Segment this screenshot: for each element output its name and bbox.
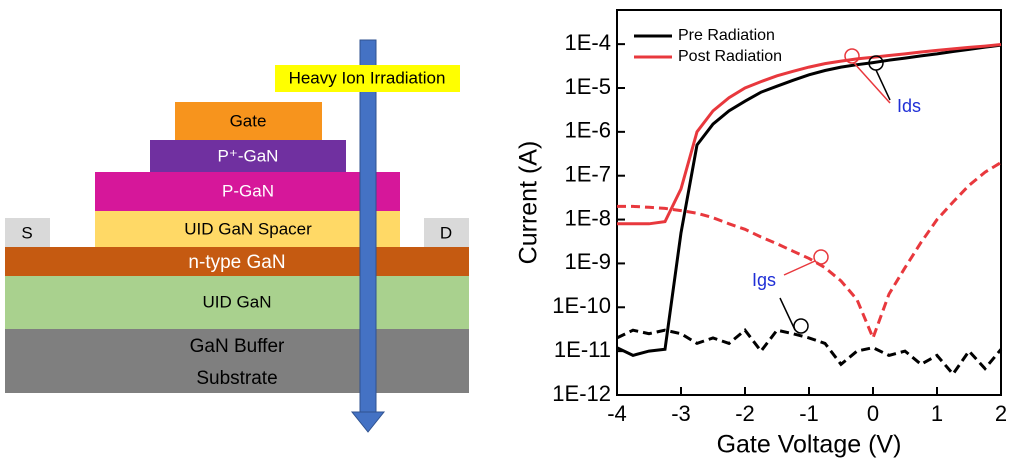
x-tick-label: 0 [867,401,879,426]
buffer-layer [5,329,469,393]
annotation: Igs [752,270,776,290]
y-tick-label: 1E-11 [554,337,611,362]
marker-circle [813,249,829,265]
series-line [617,43,1002,226]
y-tick-label: 1E-9 [565,249,611,274]
n-gan-layer [5,247,469,276]
x-tick-label: -3 [671,401,691,426]
y-tick-label: 1E-10 [552,293,611,318]
drain-label: D [440,223,452,242]
arrow [875,69,891,101]
layer-label: GaN Buffer [190,336,285,357]
series-line [616,43,1002,357]
p-plus-layer [150,140,346,172]
chart: 1E-12 1E-11 1E-10 1E-9 1E-8 1E-7 1E-6 1E-5 1E-4 -… [515,9,1007,459]
x-tick-label: 2 [995,401,1007,426]
x-axis-label: Gate Voltage (V) [717,431,902,459]
spacer-layer [95,211,400,247]
layer-label: Gate [230,111,267,130]
x-tick-label: -4 [607,401,627,426]
x-tick-label: -2 [735,401,755,426]
layer-label: Substrate [196,368,277,389]
p-gan-layer [95,172,400,211]
arrow [853,62,891,104]
y-tick-label: 1E-12 [552,381,611,406]
device-diagram: Gate P⁺-GaN P-GaN UID GaN Spacer n-type … [5,39,469,433]
y-tick-label: 1E-6 [565,118,611,143]
layer-label: P-GaN [222,181,274,200]
layer-label: n-type GaN [188,252,285,273]
arrow [783,260,816,276]
x-tick-label: -1 [799,401,819,426]
y-tick-label: 1E-8 [565,205,611,230]
uid-gan-layer [5,276,469,329]
layer-label: UID GaN Spacer [184,219,312,238]
y-tick-label: 1E-4 [565,30,611,55]
layer-label: UID GaN [203,292,272,311]
irradiation-label: Heavy Ion Irradiation [289,68,446,87]
series-line [616,328,1003,377]
arrow [779,297,796,331]
y-axis-label: Current (A) [515,141,543,265]
irradiation-box [275,65,460,92]
legend-label: Pre Radiation [678,27,775,44]
ion-arrow-head [350,411,386,433]
series-line [617,161,1002,343]
ion-arrow [359,39,377,413]
y-tick-label: 1E-7 [565,162,611,187]
marker-circle [793,318,809,334]
drain [424,218,469,247]
gate-layer [175,102,322,140]
y-tick-label: 1E-5 [565,74,611,99]
marker-circle [844,48,860,64]
source-label: S [21,223,32,242]
layer-label: P⁺-GaN [218,146,279,165]
annotation: Ids [897,96,921,116]
x-tick-label: 1 [931,401,943,426]
source [5,218,50,247]
legend-label: Post Radiation [678,48,782,65]
